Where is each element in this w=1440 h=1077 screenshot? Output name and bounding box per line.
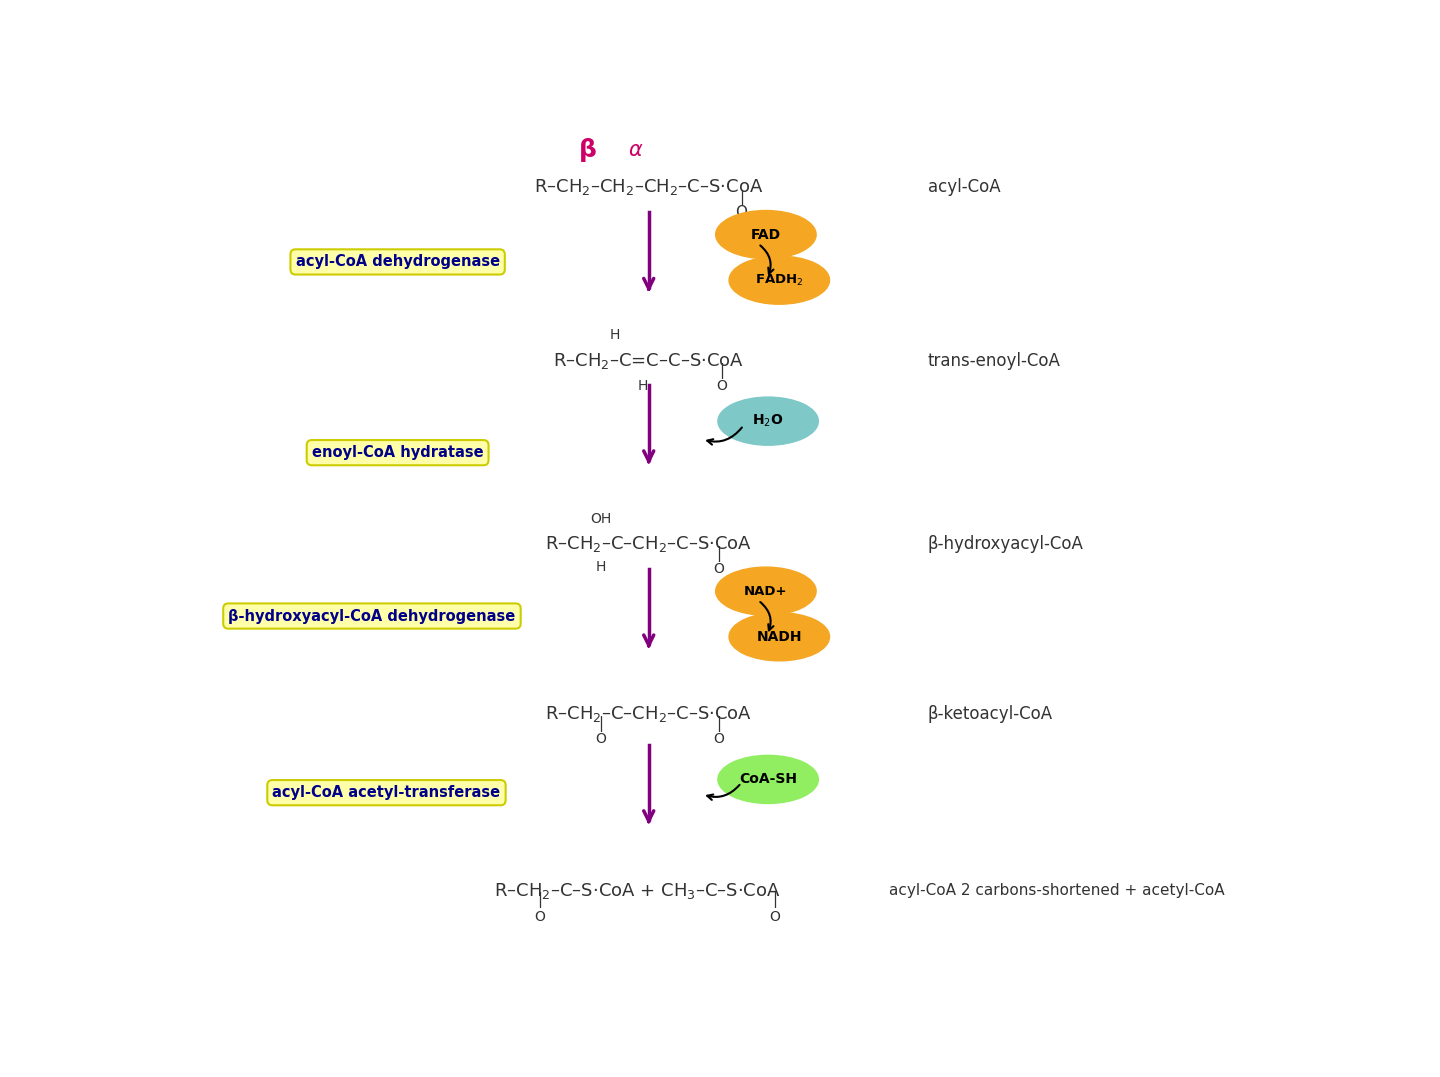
Text: O: O xyxy=(595,731,606,745)
Text: R–CH$_2$–C–S·CoA + CH$_3$–C–S·CoA: R–CH$_2$–C–S·CoA + CH$_3$–C–S·CoA xyxy=(494,881,780,900)
Text: |: | xyxy=(717,546,721,562)
Text: NADH: NADH xyxy=(756,630,802,644)
Text: FAD: FAD xyxy=(750,227,780,241)
Text: trans-enoyl-CoA: trans-enoyl-CoA xyxy=(927,352,1061,370)
Text: H: H xyxy=(611,327,621,341)
Text: R–CH$_2$–C–CH$_2$–C–S·CoA: R–CH$_2$–C–CH$_2$–C–S·CoA xyxy=(546,534,752,554)
Text: |: | xyxy=(772,893,778,909)
Text: |: | xyxy=(739,190,744,206)
Text: FADH$_2$: FADH$_2$ xyxy=(755,272,804,288)
Text: |: | xyxy=(719,363,724,379)
Text: O: O xyxy=(534,910,544,924)
Text: OH: OH xyxy=(590,512,612,526)
Text: acyl-CoA dehydrogenase: acyl-CoA dehydrogenase xyxy=(295,254,500,269)
Text: NAD+: NAD+ xyxy=(744,585,788,598)
Text: H: H xyxy=(638,379,648,393)
Text: acyl-CoA: acyl-CoA xyxy=(927,179,1001,196)
Ellipse shape xyxy=(719,755,818,803)
Text: H: H xyxy=(596,560,606,574)
Ellipse shape xyxy=(729,613,829,661)
Text: R–CH$_2$–C–CH$_2$–C–S·CoA: R–CH$_2$–C–CH$_2$–C–S·CoA xyxy=(546,704,752,724)
Text: α: α xyxy=(628,140,642,160)
Text: β-ketoacyl-CoA: β-ketoacyl-CoA xyxy=(927,704,1053,723)
Text: R–CH$_2$–C=C–C–S·CoA: R–CH$_2$–C=C–C–S·CoA xyxy=(553,351,744,372)
Text: |: | xyxy=(717,716,721,732)
Ellipse shape xyxy=(719,397,818,445)
Text: acyl-CoA acetyl-transferase: acyl-CoA acetyl-transferase xyxy=(272,785,501,800)
Text: H$_2$O: H$_2$O xyxy=(753,412,783,430)
Text: R–CH$_2$–CH$_2$–CH$_2$–C–S·CoA: R–CH$_2$–CH$_2$–CH$_2$–C–S·CoA xyxy=(534,178,763,197)
Text: enoyl-CoA hydratase: enoyl-CoA hydratase xyxy=(312,445,484,460)
Ellipse shape xyxy=(716,210,816,258)
Text: O: O xyxy=(714,731,724,745)
Text: acyl-CoA 2 carbons-shortened + acetyl-CoA: acyl-CoA 2 carbons-shortened + acetyl-Co… xyxy=(888,883,1224,898)
Ellipse shape xyxy=(716,568,816,615)
Text: O: O xyxy=(714,562,724,576)
Text: O: O xyxy=(716,379,727,393)
Text: O: O xyxy=(769,910,780,924)
Text: β: β xyxy=(579,138,596,162)
Text: |: | xyxy=(537,893,541,909)
Text: |: | xyxy=(598,716,603,732)
Text: β-hydroxyacyl-CoA: β-hydroxyacyl-CoA xyxy=(927,535,1083,553)
Ellipse shape xyxy=(729,256,829,304)
Text: β-hydroxyacyl-CoA dehydrogenase: β-hydroxyacyl-CoA dehydrogenase xyxy=(229,609,516,624)
Text: O: O xyxy=(736,205,747,220)
Text: CoA-SH: CoA-SH xyxy=(739,772,798,786)
